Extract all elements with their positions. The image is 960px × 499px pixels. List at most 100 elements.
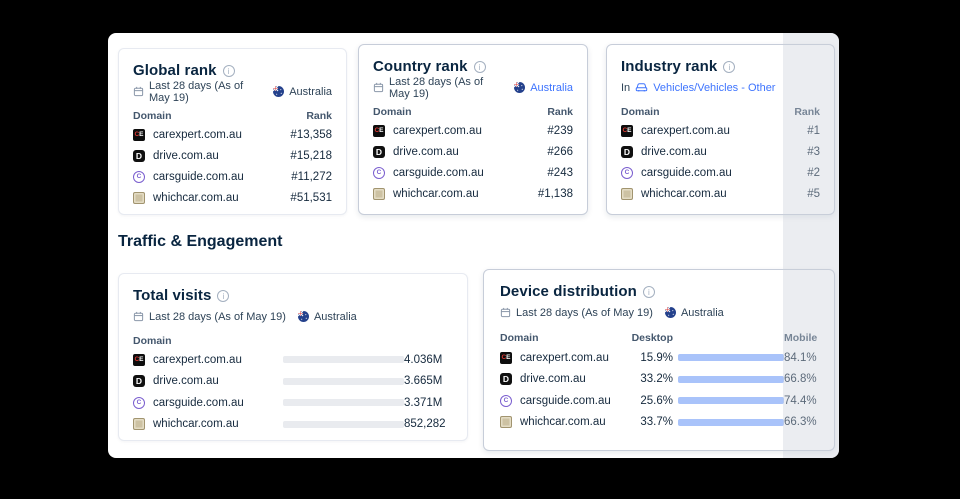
visits-bar	[283, 356, 404, 364]
calendar-icon	[133, 311, 144, 322]
visits-bar	[283, 399, 404, 407]
period-label: Last 28 days (As of May 19)	[516, 306, 653, 319]
mobile-percent: 74.4%	[784, 394, 817, 407]
column-header-mobile: Mobile	[784, 332, 818, 344]
desktop-percent: 33.2%	[640, 373, 673, 386]
whichcar-favicon	[133, 191, 145, 204]
mobile-percent: 66.8%	[784, 373, 817, 386]
domain-label: carexpert.com.au	[520, 351, 609, 364]
drive-favicon: D	[621, 145, 633, 158]
domain-label: drive.com.au	[520, 373, 586, 386]
domain-label: drive.com.au	[153, 149, 219, 162]
carsguide-favicon: C	[621, 166, 633, 179]
info-icon[interactable]: i	[222, 64, 235, 77]
domain-label: drive.com.au	[641, 145, 707, 158]
table-row: C E carexpert.com.au 4.036M	[133, 349, 453, 371]
domain-label: carexpert.com.au	[641, 124, 730, 137]
country-link[interactable]: Australia	[530, 81, 573, 94]
domain-label: carsguide.com.au	[520, 394, 611, 407]
column-header-domain: Domain	[373, 106, 412, 118]
rank-value: #3	[807, 145, 820, 158]
column-header-rank: Rank	[547, 106, 573, 118]
industry-link[interactable]: Vehicles/Vehicles - Other	[653, 81, 776, 94]
column-header-domain: Domain	[133, 335, 172, 347]
period-label: Last 28 days (As of May 19)	[149, 79, 244, 104]
table-row: C carsguide.com.au #243	[373, 162, 573, 183]
drive-favicon: D	[133, 375, 145, 388]
country-label: Australia	[313, 310, 357, 323]
column-header-domain: Domain	[500, 332, 539, 344]
info-icon[interactable]: i	[723, 60, 736, 73]
table-row: C E carexpert.com.au 15.9% 84.1%	[500, 347, 817, 369]
table-row: D drive.com.au #3	[621, 141, 820, 162]
table-row: D drive.com.au #15,218	[133, 145, 332, 166]
country-rank-title: Country rank	[373, 57, 468, 75]
australia-flag-icon	[514, 82, 526, 93]
device-split-bar	[678, 375, 784, 383]
carsguide-favicon: C	[373, 166, 385, 179]
domain-label: carexpert.com.au	[393, 124, 482, 137]
global-rank-title: Global rank	[133, 61, 217, 79]
column-header-rank: Rank	[306, 110, 332, 122]
info-icon[interactable]: i	[217, 289, 230, 302]
table-row: whichcar.com.au #5	[621, 183, 820, 204]
visits-value: 3.371M	[404, 396, 443, 409]
rank-value: #1	[807, 124, 820, 137]
rank-value: #266	[547, 145, 573, 158]
device-split-bar	[678, 354, 784, 362]
domain-label: drive.com.au	[393, 145, 459, 158]
rank-value: #5	[807, 187, 820, 200]
info-icon[interactable]: i	[642, 285, 655, 298]
domain-label: carexpert.com.au	[153, 353, 242, 366]
whichcar-favicon	[133, 418, 145, 431]
table-row: whichcar.com.au 852,282	[133, 414, 453, 436]
country-label: Australia	[680, 306, 724, 319]
rank-value: #1,138	[537, 187, 573, 200]
visits-value: 852,282	[404, 418, 446, 431]
total-visits-card: Total visits i Last 28 days (As of May 1…	[118, 273, 468, 441]
rank-value: #243	[547, 166, 573, 179]
desktop-percent: 25.6%	[640, 394, 673, 407]
domain-label: whichcar.com.au	[153, 191, 239, 204]
global-rank-card: Global rank i Last 28 days (As of May 19…	[118, 48, 347, 215]
domain-label: carsguide.com.au	[393, 166, 484, 179]
desktop-percent: 33.7%	[640, 416, 673, 429]
country-label: Australia	[289, 85, 332, 98]
mobile-percent: 66.3%	[784, 416, 817, 429]
australia-flag-icon	[664, 307, 676, 318]
mobile-percent: 84.1%	[784, 351, 817, 364]
device-distribution-card: Device distribution i Last 28 days (As o…	[483, 269, 835, 451]
device-distribution-title: Device distribution	[500, 282, 637, 300]
column-header-rank: Rank	[794, 106, 820, 118]
desktop-percent: 15.9%	[640, 351, 673, 364]
domain-label: whichcar.com.au	[153, 418, 239, 431]
rank-value: #15,218	[290, 149, 332, 162]
table-row: D drive.com.au #266	[373, 141, 573, 162]
drive-favicon: D	[500, 373, 512, 386]
domain-label: whichcar.com.au	[520, 416, 606, 429]
domain-label: whichcar.com.au	[641, 187, 727, 200]
info-icon[interactable]: i	[473, 60, 486, 73]
table-row: whichcar.com.au #51,531	[133, 187, 332, 208]
rank-value: #239	[547, 124, 573, 137]
period-label: Last 28 days (As of May 19)	[149, 310, 286, 323]
industry-rank-card: Industry rank i In Vehicles/Vehicles - O…	[606, 44, 835, 215]
device-split-bar	[678, 418, 784, 426]
domain-label: carexpert.com.au	[153, 128, 242, 141]
calendar-icon	[373, 82, 384, 93]
industry-rank-title: Industry rank	[621, 57, 718, 75]
column-header-domain: Domain	[133, 110, 172, 122]
whichcar-favicon	[621, 187, 633, 200]
dashboard-content: Global rank i Last 28 days (As of May 19…	[108, 33, 839, 458]
